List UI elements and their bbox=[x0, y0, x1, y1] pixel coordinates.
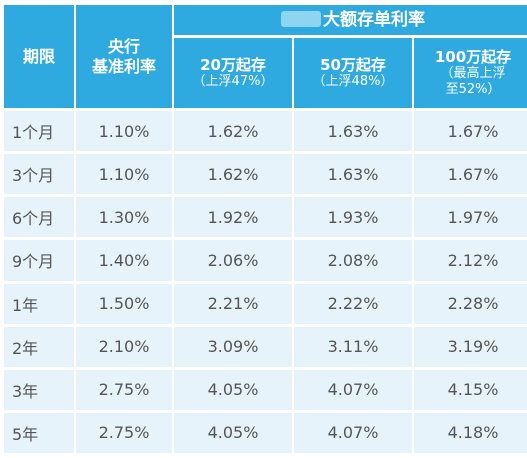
rate-cell-20w: 3.09% bbox=[174, 326, 292, 367]
central-bank-rate-header: 央行 基准利率 bbox=[76, 5, 172, 108]
rate-cell-50w: 2.22% bbox=[294, 283, 412, 324]
rate-cell-50w: 1.63% bbox=[294, 111, 412, 152]
tier-header-20w: 20万起存 （上浮47%） bbox=[174, 38, 292, 108]
rate-cell-50w: 3.11% bbox=[294, 326, 412, 367]
central-bank-rate-header-line1: 央行 bbox=[107, 37, 140, 57]
rate-cell-20w: 4.05% bbox=[174, 412, 292, 453]
table-row: 3年 2.75% 4.05% 4.07% 4.15% bbox=[4, 369, 527, 410]
rate-cell-50w: 2.08% bbox=[294, 240, 412, 281]
header-row-top: 期限 央行 基准利率 大额存单利率 bbox=[4, 5, 527, 108]
base-rate-cell: 2.75% bbox=[76, 412, 172, 453]
rate-cell-20w: 2.21% bbox=[174, 283, 292, 324]
term-cell: 9个月 bbox=[4, 240, 74, 281]
rate-cell-100w: 4.18% bbox=[414, 412, 527, 453]
rate-cell-50w: 1.63% bbox=[294, 154, 412, 195]
table-row: 2年 2.10% 3.09% 3.11% 3.19% bbox=[4, 326, 527, 367]
term-cell: 3个月 bbox=[4, 154, 74, 195]
term-header: 期限 bbox=[4, 5, 74, 108]
cd-rate-group-header: 大额存单利率 bbox=[174, 5, 527, 35]
rate-cell-20w: 1.92% bbox=[174, 197, 292, 238]
tier-header-line1: 20万起存 bbox=[200, 56, 266, 75]
table-row: 5年 2.75% 4.05% 4.07% 4.18% bbox=[4, 412, 527, 453]
rate-cell-20w: 4.05% bbox=[174, 369, 292, 410]
table-row: 1个月 1.10% 1.62% 1.63% 1.67% bbox=[4, 111, 527, 152]
rate-cell-20w: 1.62% bbox=[174, 111, 292, 152]
rate-cell-100w: 1.67% bbox=[414, 111, 527, 152]
rate-cell-50w: 4.07% bbox=[294, 412, 412, 453]
central-bank-rate-header-line2: 基准利率 bbox=[91, 56, 156, 76]
table-row: 9个月 1.40% 2.06% 2.08% 2.12% bbox=[4, 240, 527, 281]
base-rate-cell: 2.10% bbox=[76, 326, 172, 367]
base-rate-cell: 1.40% bbox=[76, 240, 172, 281]
rate-cell-100w: 2.12% bbox=[414, 240, 527, 281]
rate-cell-20w: 1.62% bbox=[174, 154, 292, 195]
rate-cell-100w: 4.15% bbox=[414, 369, 527, 410]
tier-header-line2: （上浮48%） bbox=[312, 74, 394, 90]
base-rate-cell: 1.10% bbox=[76, 111, 172, 152]
term-cell: 1年 bbox=[4, 283, 74, 324]
base-rate-cell: 1.30% bbox=[76, 197, 172, 238]
term-cell: 3年 bbox=[4, 369, 74, 410]
table-row: 1年 1.50% 2.21% 2.22% 2.28% bbox=[4, 283, 527, 324]
term-cell: 2年 bbox=[4, 326, 74, 367]
redacted-bank-name bbox=[281, 10, 322, 27]
rate-cell-100w: 3.19% bbox=[414, 326, 527, 367]
tier-header-line1: 100万起存 bbox=[434, 48, 512, 67]
tier-header-line1: 50万起存 bbox=[320, 56, 386, 75]
rate-cell-50w: 1.93% bbox=[294, 197, 412, 238]
rate-cell-20w: 2.06% bbox=[174, 240, 292, 281]
tier-header-line3: 至52%） bbox=[445, 82, 501, 97]
rate-cell-100w: 1.97% bbox=[414, 197, 527, 238]
base-rate-cell: 1.10% bbox=[76, 154, 172, 195]
table-row: 6个月 1.30% 1.92% 1.93% 1.97% bbox=[4, 197, 527, 238]
tier-header-line2: （最高上浮 bbox=[440, 66, 506, 82]
tier-header-line2: （上浮47%） bbox=[192, 74, 274, 90]
rate-cell-50w: 4.07% bbox=[294, 369, 412, 410]
table-row: 3个月 1.10% 1.62% 1.63% 1.67% bbox=[4, 154, 527, 195]
header-row-tiers: 20万起存 （上浮47%） 50万起存 （上浮48%） 100万起存 （最高上浮… bbox=[4, 38, 527, 108]
tier-header-50w: 50万起存 （上浮48%） bbox=[294, 38, 412, 108]
tier-header-100w: 100万起存 （最高上浮 至52%） bbox=[414, 38, 527, 108]
term-cell: 6个月 bbox=[4, 197, 74, 238]
rate-cell-100w: 1.67% bbox=[414, 154, 527, 195]
term-cell: 5年 bbox=[4, 412, 74, 453]
base-rate-cell: 2.75% bbox=[76, 369, 172, 410]
term-cell: 1个月 bbox=[4, 111, 74, 152]
cd-rate-group-title: 大额存单利率 bbox=[323, 9, 426, 30]
base-rate-cell: 1.50% bbox=[76, 283, 172, 324]
rate-cell-100w: 2.28% bbox=[414, 283, 527, 324]
